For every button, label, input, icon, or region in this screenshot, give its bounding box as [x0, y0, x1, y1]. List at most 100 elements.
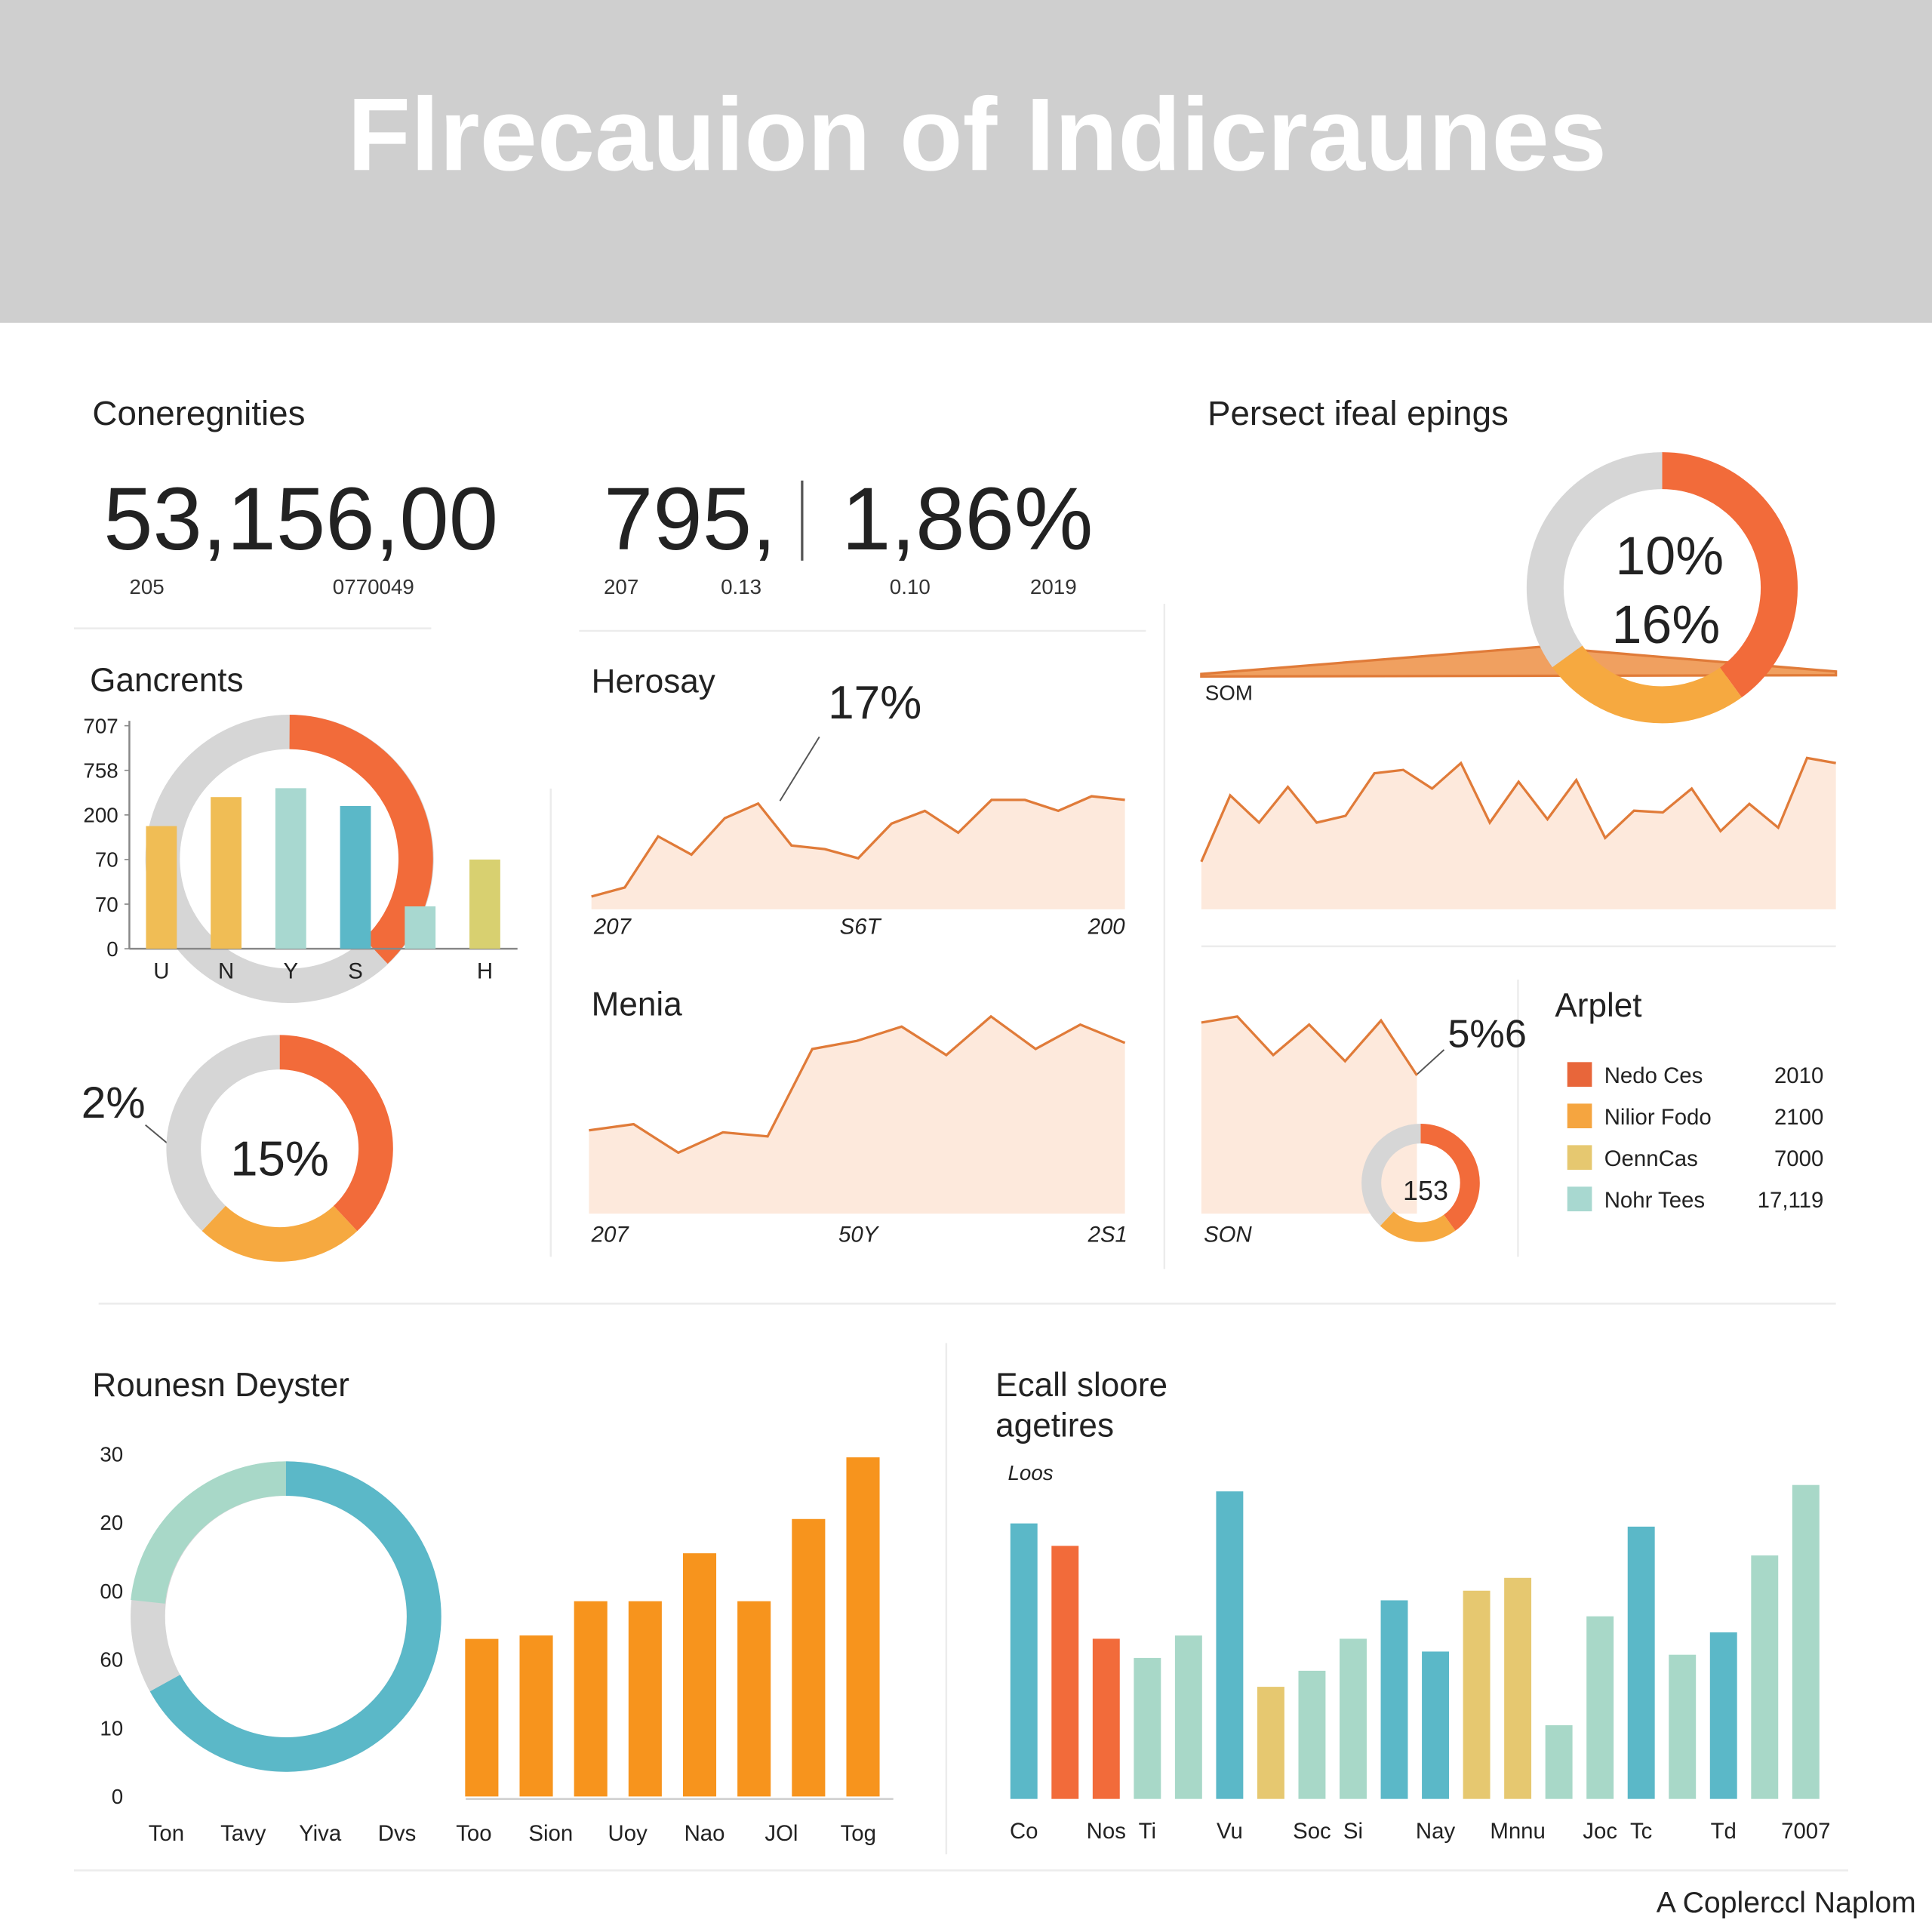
area — [1201, 1016, 1417, 1214]
decor-ring — [149, 1461, 441, 1772]
x-tick-label: Ti — [1139, 1819, 1156, 1844]
kpi-value: 795, — [604, 469, 777, 568]
x-tick-label: Nos — [1087, 1819, 1126, 1844]
chart-title: Arplet — [1555, 987, 1641, 1024]
x-tick-label: 207 — [593, 915, 632, 940]
y-axis-label: Loos — [1008, 1461, 1054, 1484]
x-tick-label: JOl — [764, 1821, 798, 1846]
leader-line — [1416, 1049, 1445, 1075]
y-tick-label: 0 — [106, 937, 118, 961]
bar — [574, 1601, 608, 1797]
legend-value: 2100 — [1774, 1105, 1823, 1130]
x-tick-label: Tavy — [220, 1821, 266, 1846]
x-tick-label: 207 — [591, 1223, 630, 1247]
line — [591, 795, 1125, 898]
x-tick-label: Y — [284, 958, 299, 983]
donut-segment — [1361, 1123, 1480, 1242]
line — [1201, 1015, 1418, 1076]
legend-label: Nedo Ces — [1604, 1063, 1703, 1088]
bar — [1174, 1635, 1202, 1799]
bar — [1586, 1616, 1614, 1799]
bar — [1545, 1725, 1573, 1799]
bar — [1257, 1687, 1284, 1799]
x-tick-label: Uoy — [608, 1821, 648, 1846]
annotation: 2% — [82, 1078, 146, 1128]
bar — [275, 788, 306, 949]
y-tick-label: 00 — [100, 1580, 123, 1603]
legend-label: Nilior Fodo — [1604, 1105, 1712, 1130]
bar — [340, 806, 371, 949]
line — [589, 1014, 1126, 1155]
chart-title: Herosay — [592, 663, 715, 700]
footer: A Coplerccl Naplom — [1657, 1887, 1916, 1919]
bar — [1504, 1577, 1532, 1799]
bar — [1340, 1638, 1367, 1799]
legend-swatch — [1567, 1062, 1592, 1087]
bar — [519, 1635, 553, 1797]
bar — [1709, 1632, 1737, 1799]
legend-swatch — [1567, 1145, 1592, 1171]
x-tick-label: N — [218, 958, 234, 983]
annotation: 15% — [230, 1131, 329, 1186]
x-tick-label: Nao — [685, 1821, 725, 1846]
header-band — [0, 0, 1932, 323]
kpi-note: 0.13 — [721, 575, 761, 598]
y-tick-label: 200 — [83, 804, 118, 827]
bar — [1010, 1523, 1038, 1799]
bar — [1669, 1654, 1697, 1799]
decor-ring — [131, 1461, 287, 1604]
area — [591, 796, 1125, 909]
y-tick-label: 60 — [100, 1648, 123, 1672]
x-tick-label: H — [477, 958, 493, 983]
x-tick-label: Tog — [841, 1821, 876, 1846]
y-tick-label: 70 — [95, 848, 118, 872]
kpi-note: 207 — [604, 575, 638, 598]
bar — [1792, 1484, 1820, 1799]
bar — [1134, 1657, 1161, 1799]
bar — [1463, 1590, 1491, 1799]
x-tick-label: Yiva — [299, 1821, 342, 1846]
line — [1200, 756, 1836, 863]
x-tick-label: Si — [1343, 1819, 1363, 1844]
page-title: Flrecauion of Indicraunes — [347, 77, 1607, 192]
x-tick-label: SON — [1204, 1223, 1252, 1247]
x-tick-label: S — [348, 958, 363, 983]
area — [589, 1016, 1125, 1214]
bar — [146, 826, 177, 949]
bar — [1751, 1555, 1779, 1799]
bar — [469, 859, 500, 949]
chart-title: Gancrents — [90, 662, 243, 699]
x-tick-label: Nay — [1416, 1819, 1456, 1844]
y-tick-label: 70 — [95, 893, 118, 916]
kpi-note: 205 — [129, 575, 164, 598]
x-tick-label: 200 — [1088, 915, 1126, 940]
kpi-value: 53,156,00 — [103, 469, 498, 568]
annotation: SOM — [1205, 681, 1253, 704]
bar — [1422, 1651, 1449, 1799]
x-tick-label: Co — [1010, 1819, 1038, 1844]
kpi-value: 1,86% — [841, 469, 1093, 568]
kpi-note: 0770049 — [333, 575, 414, 598]
chart-title: Ecall sloore — [995, 1367, 1168, 1404]
section-title: Coneregnities — [92, 394, 305, 432]
y-tick-label: 0 — [112, 1785, 123, 1808]
annotation: 16% — [1611, 595, 1720, 655]
legend-label: OennCas — [1604, 1146, 1698, 1171]
donut-segment — [1526, 452, 1798, 724]
x-tick-label: Soc — [1293, 1819, 1331, 1844]
donut-segment — [1526, 452, 1798, 724]
kpi-note: 2019 — [1030, 575, 1077, 598]
donut-segment — [166, 1035, 393, 1262]
kpi-note: 0.10 — [890, 575, 931, 598]
x-tick-label: Mnnu — [1490, 1819, 1545, 1844]
x-tick-label: Ton — [149, 1821, 184, 1846]
x-tick-label: Too — [456, 1821, 491, 1846]
annotation: 10% — [1615, 526, 1724, 586]
chart-title: Menia — [592, 986, 683, 1023]
annotation: 17% — [828, 677, 921, 729]
donut-segment — [166, 1035, 393, 1262]
annotation: 153 — [1403, 1175, 1448, 1206]
x-tick-label: Td — [1711, 1819, 1737, 1844]
legend-value: 2010 — [1774, 1063, 1823, 1088]
